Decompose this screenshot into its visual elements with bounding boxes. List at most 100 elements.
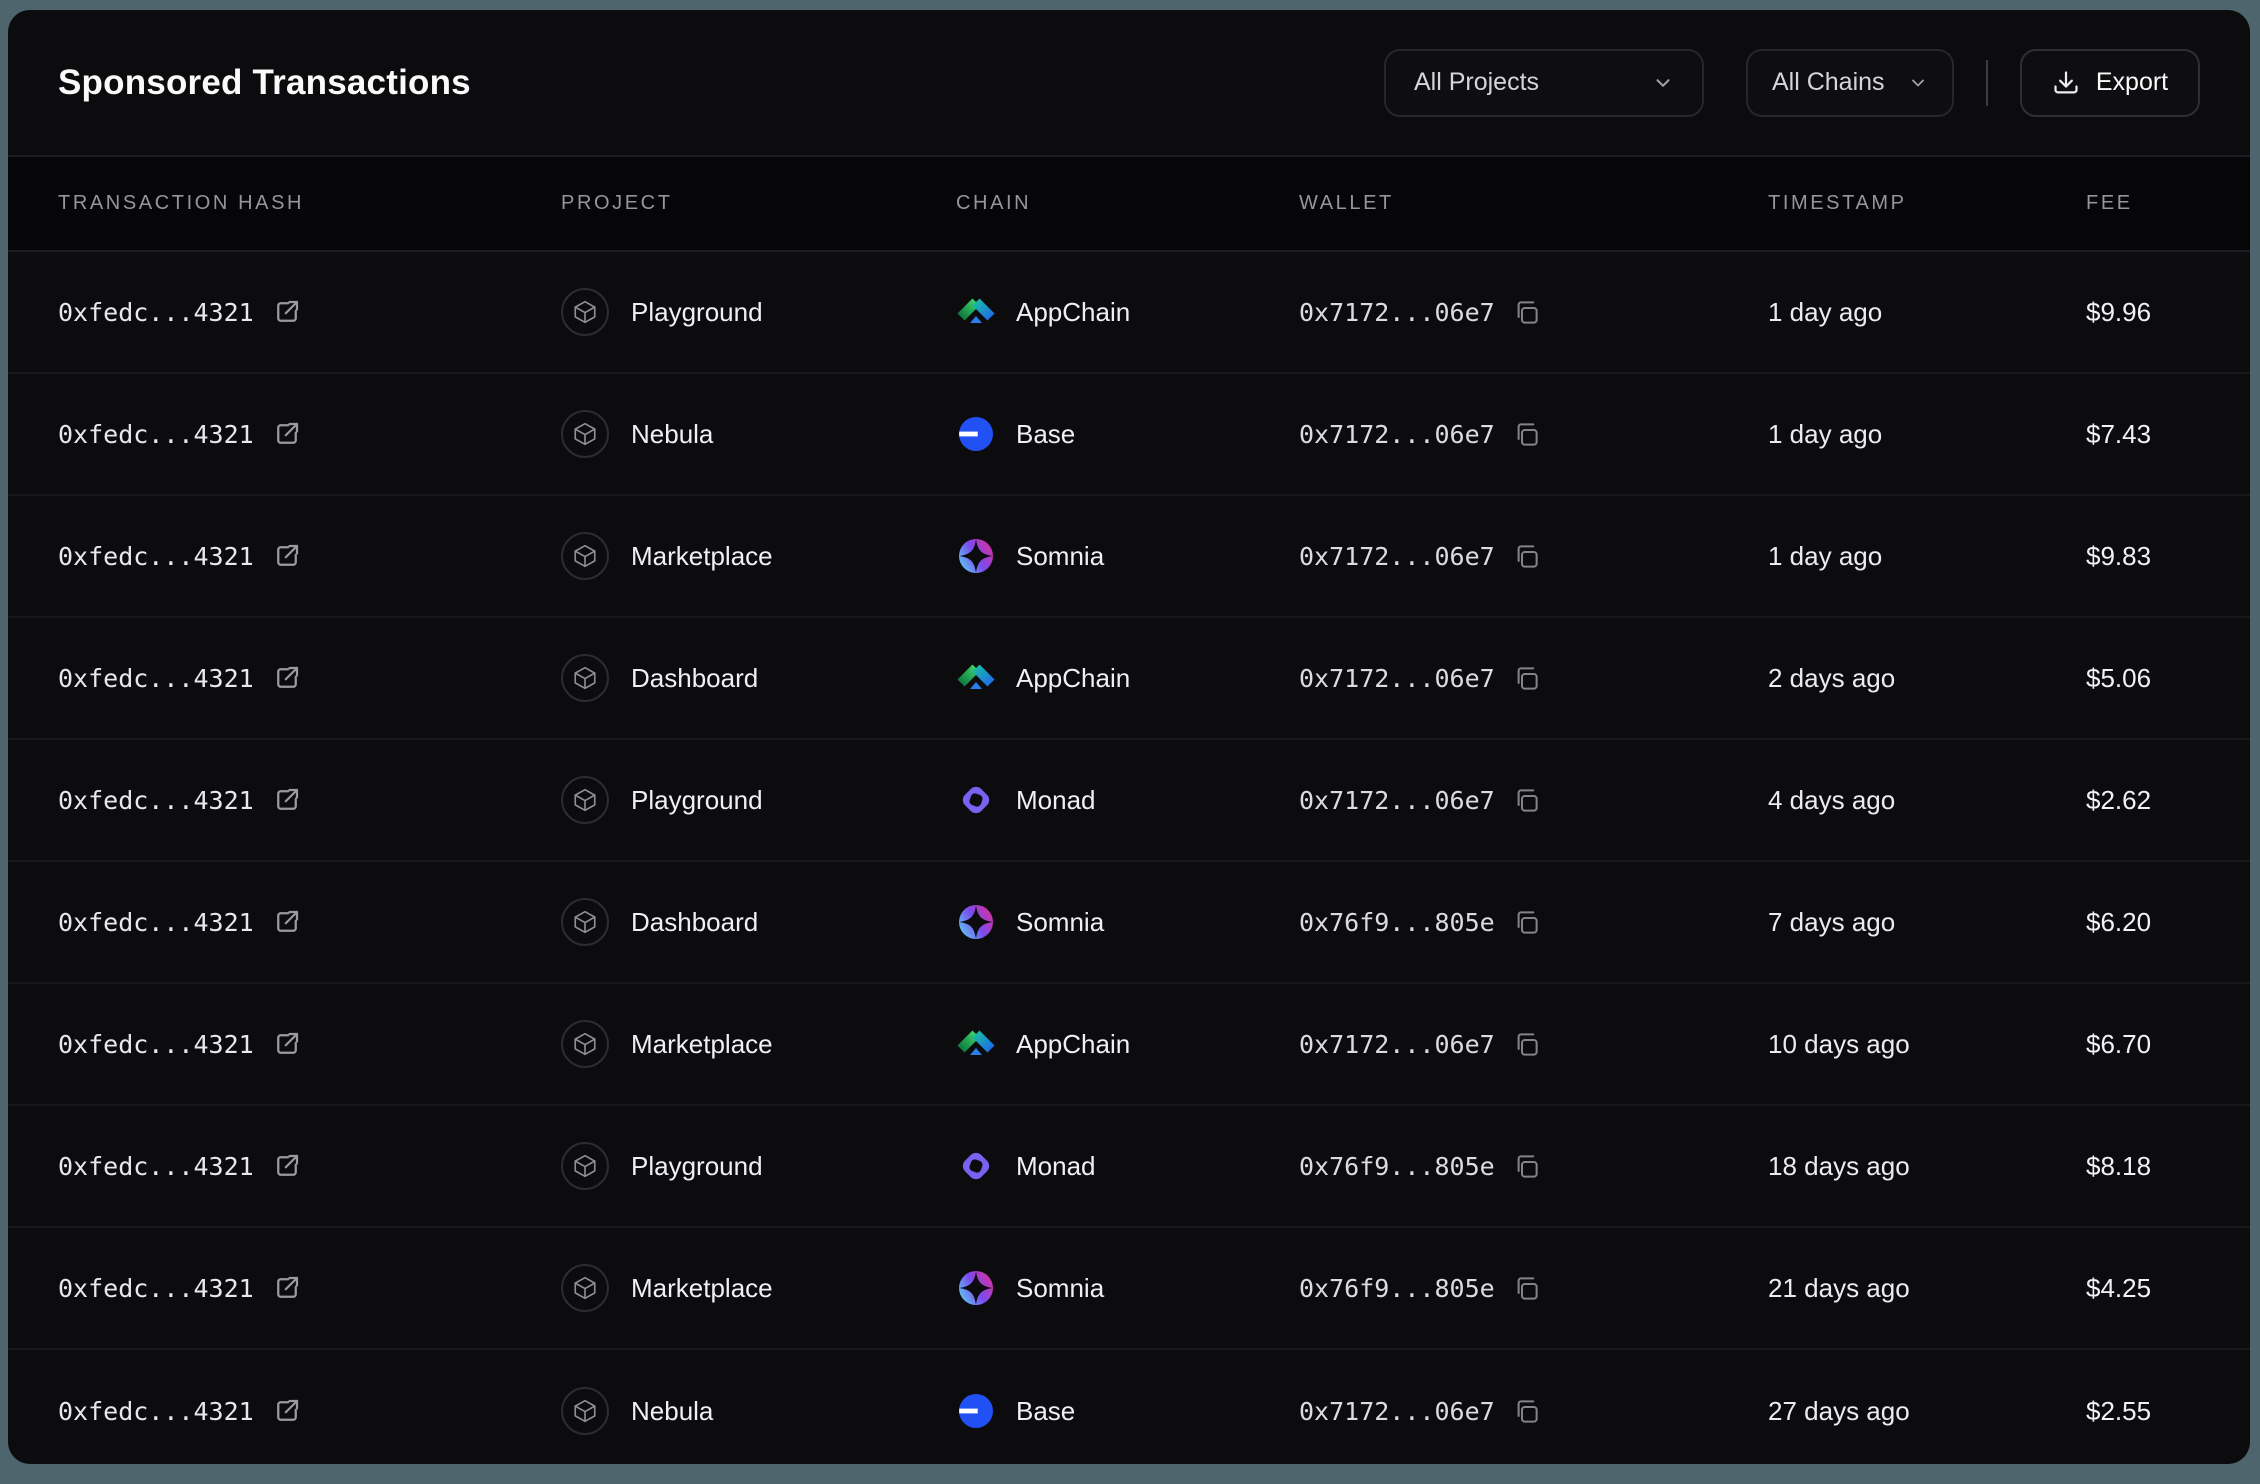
wallet-cell: 0x7172...06e7: [1299, 664, 1768, 693]
table-row: 0xfedc...4321 Nebula Base 0x7172...06e7: [8, 1350, 2250, 1464]
project-filter-value: All Projects: [1414, 68, 1540, 96]
copy-icon[interactable]: [1513, 665, 1540, 692]
copy-icon[interactable]: [1513, 1031, 1540, 1058]
project-badge: [561, 776, 609, 824]
fee-cell: $4.25: [2086, 1273, 2200, 1304]
fee-cell: $9.96: [2086, 297, 2200, 328]
project-badge: [561, 1264, 609, 1312]
project-cell: Nebula: [561, 410, 956, 458]
timestamp: 27 days ago: [1768, 1395, 1910, 1426]
fee: $5.06: [2086, 662, 2152, 693]
table-row: 0xfedc...4321 Marketplace Somnia 0x76f9.…: [8, 1228, 2250, 1350]
cube-icon: [572, 543, 598, 569]
export-button[interactable]: Export: [2020, 48, 2200, 117]
chevron-down-icon: [1652, 72, 1674, 94]
chain-cell: Monad: [956, 780, 1299, 820]
fee-cell: $6.70: [2086, 1029, 2200, 1060]
transaction-hash: 0xfedc...4321: [58, 1029, 254, 1059]
chain-name: AppChain: [1016, 296, 1131, 327]
chevron-down-icon: [1908, 73, 1928, 93]
external-link-icon[interactable]: [272, 907, 302, 937]
table-row: 0xfedc...4321 Marketplace Somnia 0x7172.…: [8, 496, 2250, 618]
project-name: Playground: [631, 296, 763, 327]
timestamp-cell: 10 days ago: [1768, 1029, 2086, 1060]
copy-icon[interactable]: [1513, 543, 1540, 570]
external-link-icon[interactable]: [272, 419, 302, 449]
transaction-hash-cell: 0xfedc...4321: [58, 663, 561, 693]
chain-cell: AppChain: [956, 292, 1299, 332]
wallet-address: 0x7172...06e7: [1299, 541, 1495, 571]
transaction-hash: 0xfedc...4321: [58, 663, 254, 693]
column-header: Timestamp: [1768, 192, 1907, 214]
wallet-cell: 0x7172...06e7: [1299, 298, 1768, 327]
chain-name: AppChain: [1016, 662, 1131, 693]
chain-cell: AppChain: [956, 658, 1299, 698]
export-button-label: Export: [2095, 68, 2169, 96]
timestamp: 10 days ago: [1768, 1028, 1910, 1059]
fee-cell: $2.55: [2086, 1396, 2200, 1427]
fee-cell: $7.43: [2086, 419, 2200, 450]
wallet-address: 0x76f9...805e: [1299, 1151, 1495, 1181]
chain-cell: AppChain: [956, 1024, 1299, 1064]
fee: $2.62: [2086, 784, 2152, 815]
copy-icon[interactable]: [1513, 421, 1540, 448]
cube-icon: [572, 1153, 598, 1179]
transaction-hash-cell: 0xfedc...4321: [58, 541, 561, 571]
project-name: Marketplace: [631, 540, 773, 571]
copy-icon[interactable]: [1513, 1275, 1540, 1302]
external-link-icon[interactable]: [272, 663, 302, 693]
header-controls: All Projects All Chains Export: [1384, 48, 2200, 117]
wallet-address: 0x7172...06e7: [1299, 785, 1495, 815]
cube-icon: [572, 909, 598, 935]
chain-name: Monad: [1016, 784, 1096, 815]
external-link-icon[interactable]: [272, 297, 302, 327]
download-icon: [2052, 69, 2080, 97]
fee-cell: $8.18: [2086, 1151, 2200, 1182]
fee: $6.20: [2086, 906, 2152, 937]
chain-cell: Somnia: [956, 1268, 1299, 1308]
copy-icon[interactable]: [1513, 909, 1540, 936]
transaction-hash: 0xfedc...4321: [58, 907, 254, 937]
copy-icon[interactable]: [1513, 1398, 1540, 1425]
transaction-hash-cell: 0xfedc...4321: [58, 297, 561, 327]
wallet-cell: 0x7172...06e7: [1299, 1030, 1768, 1059]
chain-filter-dropdown[interactable]: All Chains: [1746, 48, 1954, 117]
timestamp-cell: 1 day ago: [1768, 541, 2086, 572]
controls-divider: [1986, 59, 1988, 106]
chain-name: AppChain: [1016, 1028, 1131, 1059]
somnia-chain-icon: [956, 536, 996, 576]
chain-cell: Base: [956, 1391, 1299, 1431]
monad-chain-icon: [956, 1146, 996, 1186]
copy-icon[interactable]: [1513, 299, 1540, 326]
timestamp-cell: 7 days ago: [1768, 907, 2086, 938]
external-link-icon[interactable]: [272, 785, 302, 815]
transaction-hash-cell: 0xfedc...4321: [58, 419, 561, 449]
external-link-icon[interactable]: [272, 1029, 302, 1059]
project-filter-dropdown[interactable]: All Projects: [1384, 48, 1704, 117]
table-body: 0xfedc...4321 Playground AppChain 0x7172…: [8, 252, 2250, 1464]
table-row: 0xfedc...4321 Playground Monad 0x7172...…: [8, 740, 2250, 862]
project-badge: [561, 410, 609, 458]
external-link-icon[interactable]: [272, 1151, 302, 1181]
somnia-chain-icon: [956, 902, 996, 942]
external-link-icon[interactable]: [272, 1273, 302, 1303]
fee-cell: $9.83: [2086, 541, 2200, 572]
project-name: Marketplace: [631, 1272, 773, 1303]
wallet-address: 0x7172...06e7: [1299, 419, 1495, 449]
chain-filter-value: All Chains: [1772, 68, 1885, 96]
project-cell: Dashboard: [561, 654, 956, 702]
external-link-icon[interactable]: [272, 1396, 302, 1426]
wallet-address: 0x7172...06e7: [1299, 1396, 1495, 1426]
cube-icon: [572, 299, 598, 325]
cube-icon: [572, 421, 598, 447]
column-header: Chain: [956, 192, 1032, 214]
transaction-hash-cell: 0xfedc...4321: [58, 1151, 561, 1181]
project-cell: Playground: [561, 1142, 956, 1190]
wallet-address: 0x7172...06e7: [1299, 297, 1495, 327]
copy-icon[interactable]: [1513, 1153, 1540, 1180]
table-header-row: Transaction Hash Project Chain Wallet Ti…: [8, 155, 2250, 252]
timestamp-cell: 1 day ago: [1768, 297, 2086, 328]
base-chain-icon: [956, 414, 996, 454]
copy-icon[interactable]: [1513, 787, 1540, 814]
external-link-icon[interactable]: [272, 541, 302, 571]
